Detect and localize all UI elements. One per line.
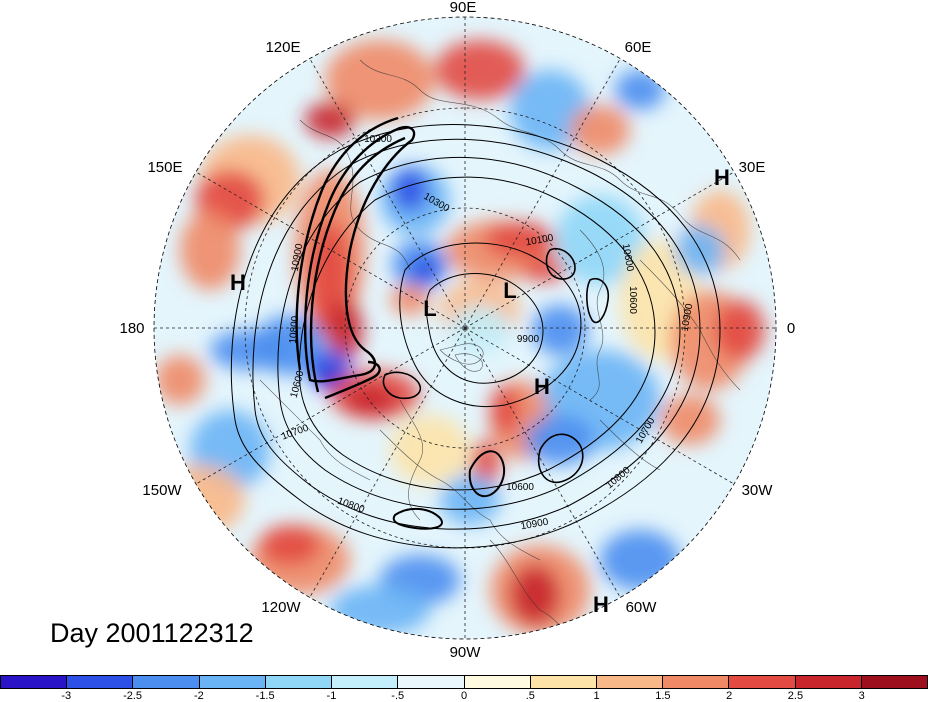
colorbar-tick-label: 1: [593, 690, 600, 702]
contour-label: 9900: [517, 334, 540, 345]
anomaly-blob: [155, 355, 205, 405]
contour-label: 10300: [364, 134, 392, 145]
colorbar-cell: [133, 676, 200, 688]
colorbar-tick-label: -.5: [391, 690, 405, 702]
contour-label: 10800: [288, 315, 301, 344]
high-center-pacific: H: [714, 165, 730, 190]
colorbar-tick-label: -3: [61, 690, 72, 702]
graticule: [154, 17, 776, 639]
contour-label: 10900: [680, 302, 696, 332]
colorbar-tick-label: -2: [193, 690, 204, 702]
colorbar-cell: [464, 676, 531, 688]
colorbar-cell: [1, 676, 68, 688]
anomaly-blob: [615, 70, 665, 110]
lon-label-60e: 60E: [625, 39, 652, 56]
colorbar-cell: [795, 676, 862, 688]
colorbar-cell: [530, 676, 597, 688]
colorbar-cell: [663, 676, 730, 688]
anomaly-blob: [305, 102, 355, 138]
colorbar-cell: [265, 676, 333, 688]
lon-label-90e: 90E: [450, 0, 477, 16]
anomaly-blob: [155, 465, 245, 535]
lon-label-30w: 30W: [742, 482, 774, 499]
colorbar-tick-label: -1: [326, 690, 337, 702]
lon-label-120w: 120W: [261, 599, 301, 616]
colorbar-cell: [861, 676, 928, 688]
contour-label: 10600: [620, 243, 636, 273]
map-boundary: [153, 16, 777, 640]
anomaly-blob: [532, 305, 588, 355]
colorbar-tick-label: .5: [525, 690, 535, 702]
lon-label-30e: 30E: [739, 159, 766, 176]
colorbar-tick-label: 0: [460, 690, 468, 702]
anomaly-blob: [260, 525, 320, 565]
anomaly-blob: [510, 565, 560, 625]
anomaly-blob: [210, 330, 290, 370]
anomaly-blob: [555, 195, 645, 285]
lon-label-150e: 150E: [147, 159, 182, 176]
anomaly-blob: [345, 386, 395, 414]
anomaly-blob: [392, 168, 428, 212]
contour-label: 10900: [290, 242, 306, 272]
colorbar-cell: [596, 676, 664, 688]
colorbar-tick-label: 2.5: [787, 690, 804, 702]
lon-label-90w: 90W: [450, 644, 482, 661]
colorbar-tick-label: 2: [726, 690, 733, 702]
anomaly-blob: [660, 395, 720, 445]
anomaly-blob: [440, 475, 500, 525]
contour-label: 10600: [506, 482, 534, 493]
anomaly-blob: [180, 210, 240, 290]
lon-label-150w: 150W: [142, 482, 182, 499]
contour-label: 10900: [520, 517, 550, 533]
high-center-atlantic: H: [593, 592, 609, 617]
colorbar-tick-label: -1.5: [255, 690, 275, 702]
contour-label: 10100: [525, 233, 555, 249]
contour-label: 10600: [627, 286, 638, 314]
map-title: Day 2001122312: [50, 618, 254, 648]
low-center-scandinavia: L: [503, 278, 516, 303]
anomaly-blob: [325, 40, 435, 120]
lon-label-60w: 60W: [626, 599, 658, 616]
high-center-greenland: H: [534, 374, 550, 399]
anomaly-blob: [435, 40, 525, 100]
anomaly-blob: [390, 415, 470, 485]
anomaly-blob: [523, 258, 567, 282]
anomaly-blob: [490, 385, 520, 435]
anomaly-blob: [525, 415, 595, 465]
high-center-siberia: H: [230, 270, 246, 295]
colorbar-tick-label: 3: [858, 690, 865, 702]
coastlines: [259, 59, 741, 639]
colorbar-labels: -3 -2.5 -2 -1.5 -1 -.5 0 .5 1 1.5 2 2.5 3: [0, 690, 928, 702]
lon-label-120e: 120E: [265, 39, 300, 56]
colorbar-cell: [398, 676, 465, 688]
colorbar-cell: [67, 676, 134, 688]
anomaly-blob: [410, 256, 440, 284]
height-contours: [230, 116, 721, 549]
colorbar-tick-label: 1.5: [655, 690, 671, 702]
colorbar-cell: [332, 676, 399, 688]
colorbar: [0, 675, 928, 689]
colorbar-tick-label: -2.5: [123, 690, 143, 702]
anomaly-blob: [715, 300, 765, 360]
lon-label-180: 180: [119, 320, 144, 337]
low-center-arctic: L: [423, 296, 436, 321]
colorbar-cell: [729, 676, 796, 688]
longitude-labels: 90E 60E 30E 0 30W 60W 90W 120W 150W 180 150E 120E: [119, 0, 795, 661]
anomaly-field: [154, 17, 776, 639]
anomaly-blob: [600, 530, 680, 590]
anomaly-blob: [570, 105, 630, 155]
pressure-centers: H H L L H H: [230, 165, 730, 617]
lon-label-0: 0: [787, 320, 795, 337]
anomaly-blob: [485, 222, 555, 258]
colorbar-cell: [199, 676, 266, 688]
